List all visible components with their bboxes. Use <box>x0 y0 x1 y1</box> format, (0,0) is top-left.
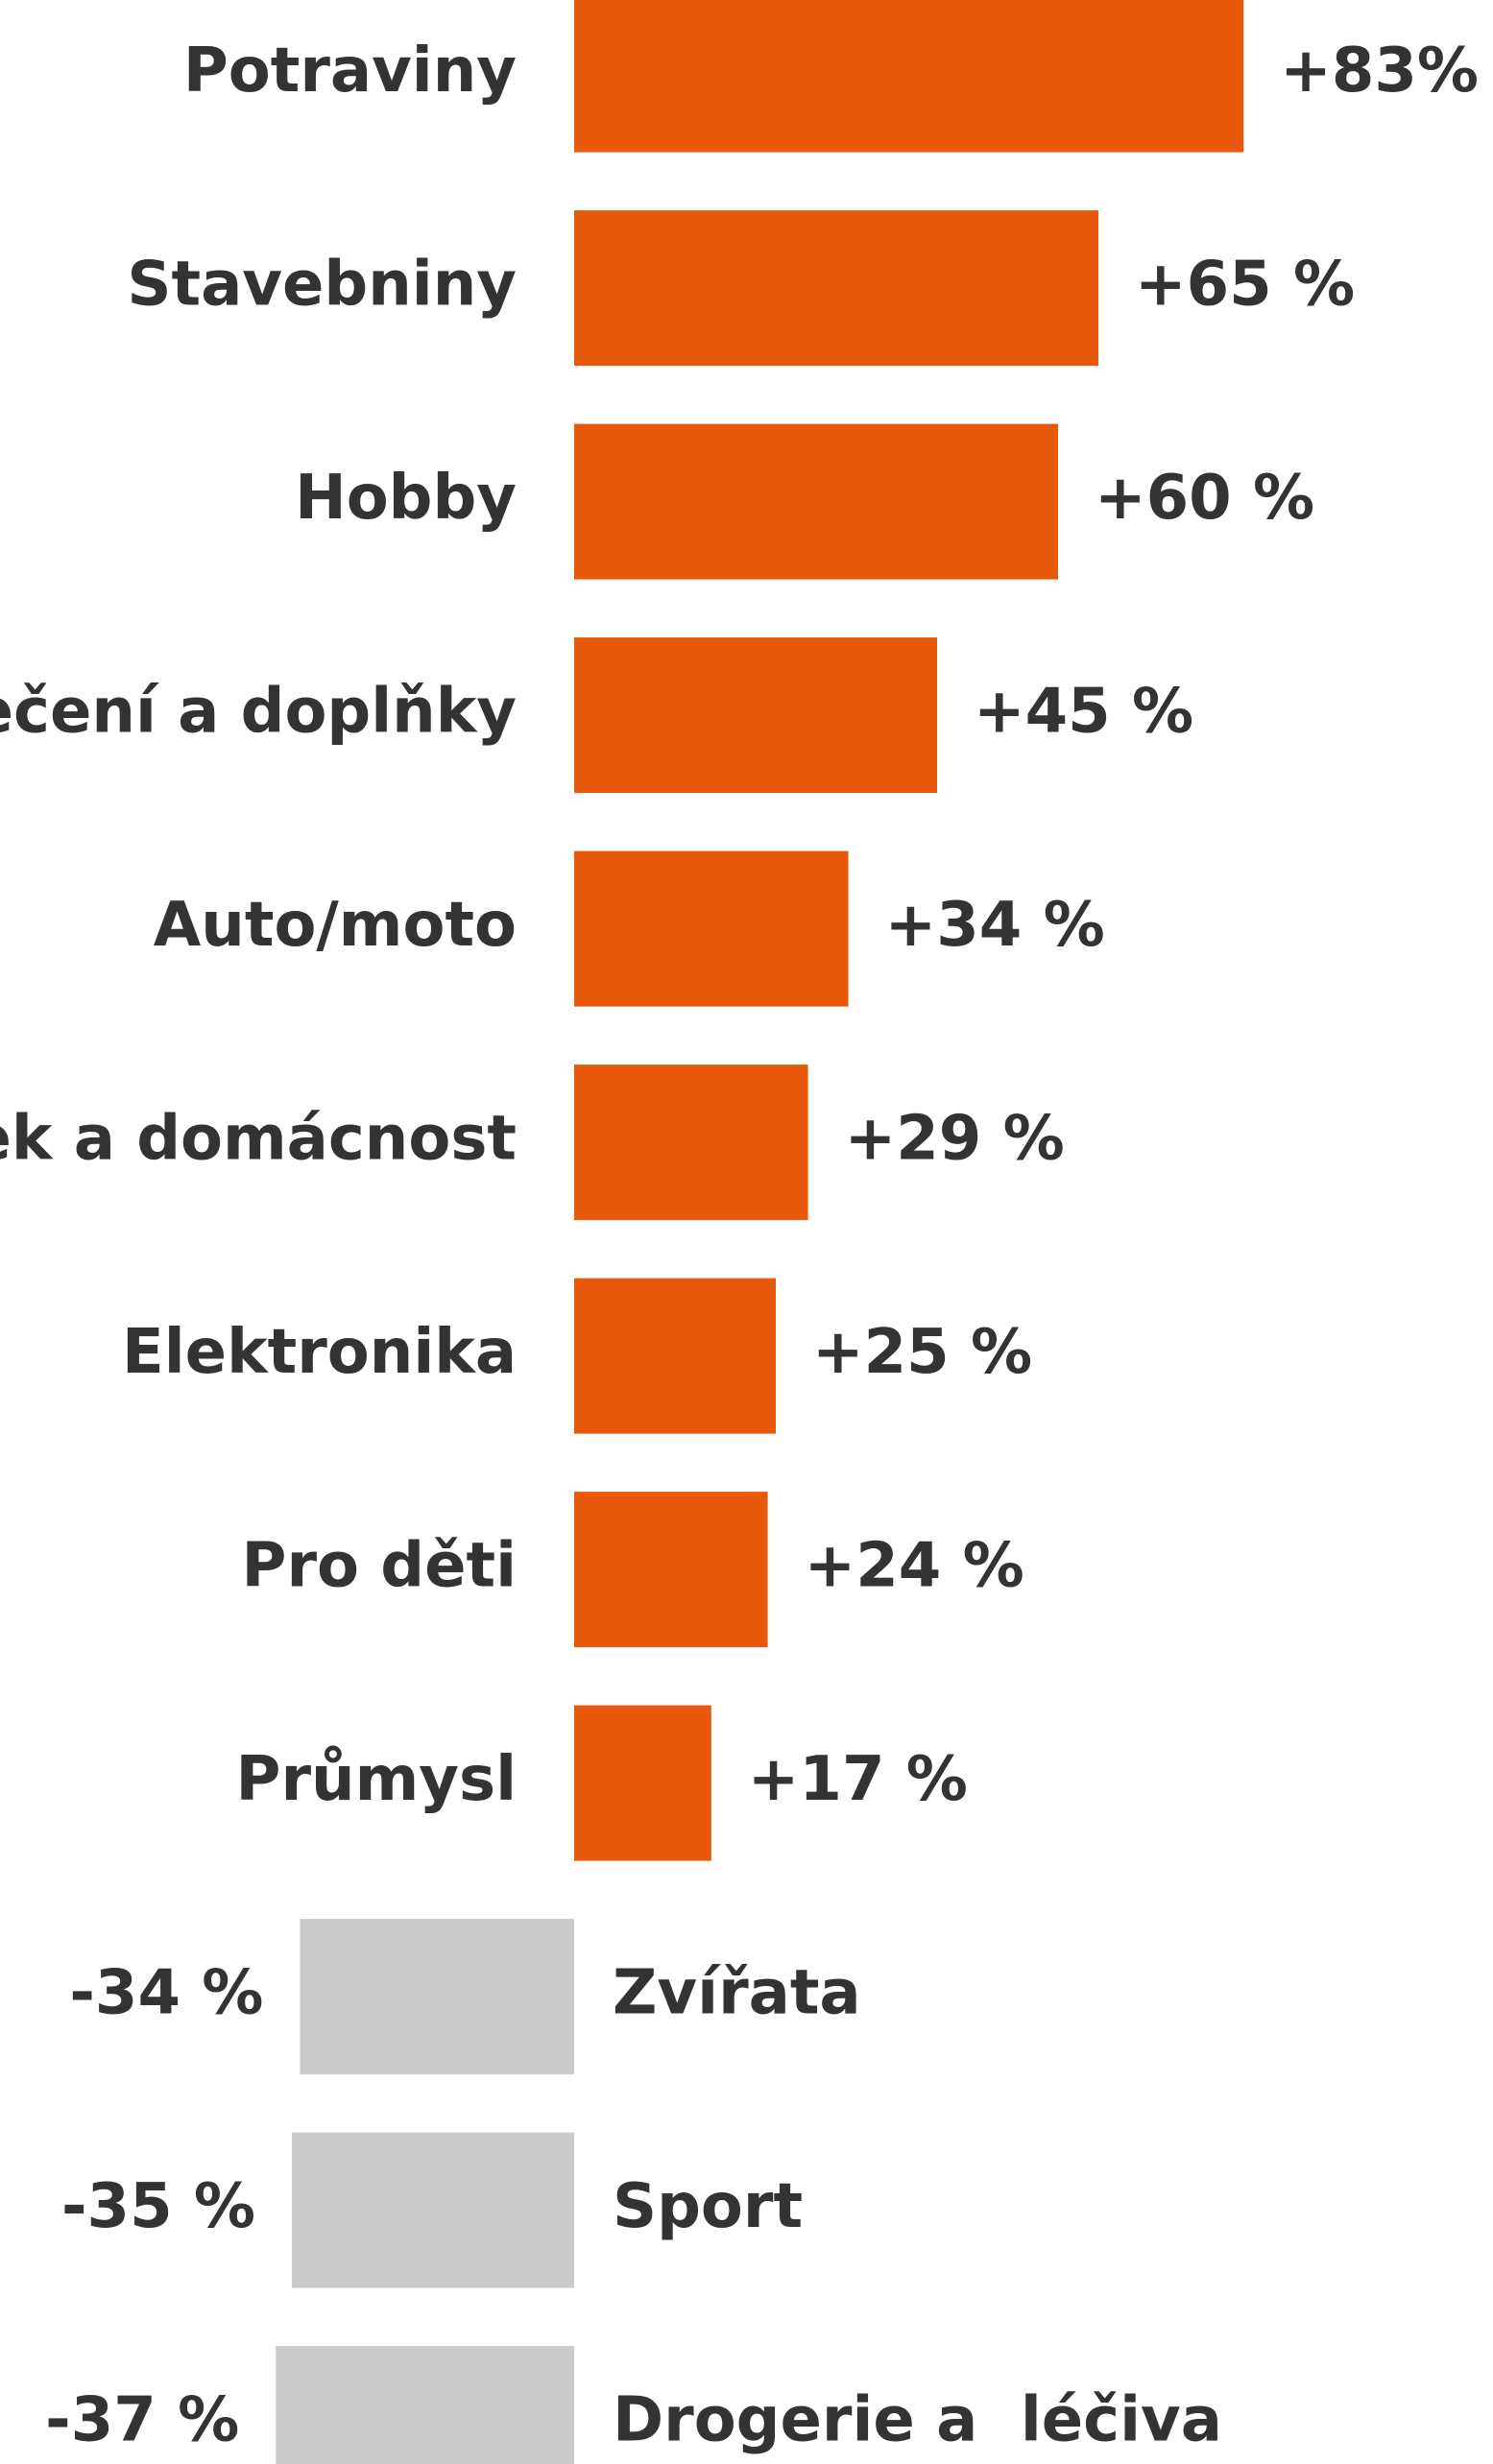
value-label: -35 % <box>61 2171 255 2242</box>
category-label: Hobby <box>295 463 517 534</box>
value-label: +83% <box>1280 36 1479 107</box>
category-label: ečení a doplňky <box>0 677 517 748</box>
bar <box>574 1705 711 1861</box>
category-label: Sport <box>613 2171 803 2242</box>
value-label: +24 % <box>805 1531 1024 1602</box>
bar <box>292 2132 574 2288</box>
category-label: Pro děti <box>242 1531 517 1602</box>
bar <box>574 210 1098 367</box>
bar <box>574 850 849 1007</box>
category-label: Elektronika <box>122 1317 517 1388</box>
value-label: +17 % <box>748 1744 968 1815</box>
category-label: Potraviny <box>183 36 517 107</box>
bar <box>574 423 1058 580</box>
value-label: -37 % <box>45 2385 239 2456</box>
bar <box>574 1065 808 1221</box>
bar <box>574 0 1244 153</box>
bar <box>574 1492 768 1648</box>
category-label: ek a domácnost <box>0 1104 517 1175</box>
value-label: +34 % <box>885 890 1105 961</box>
value-label: +65 % <box>1135 250 1355 321</box>
category-label: Auto/moto <box>154 890 517 961</box>
value-label: +29 % <box>845 1104 1065 1175</box>
category-label: Stavebniny <box>127 250 517 321</box>
value-label: +60 % <box>1095 463 1314 534</box>
category-label: Drogerie a léčiva <box>613 2385 1222 2456</box>
bar <box>300 1919 574 2075</box>
bar <box>574 637 937 794</box>
bar <box>276 2346 574 2464</box>
value-label: +45 % <box>974 677 1193 748</box>
value-label: +25 % <box>812 1317 1032 1388</box>
bar <box>574 1278 776 1434</box>
category-label: Zvířata <box>613 1958 861 2029</box>
value-label: -34 % <box>69 1958 263 2029</box>
category-label: Průmysl <box>236 1744 517 1815</box>
